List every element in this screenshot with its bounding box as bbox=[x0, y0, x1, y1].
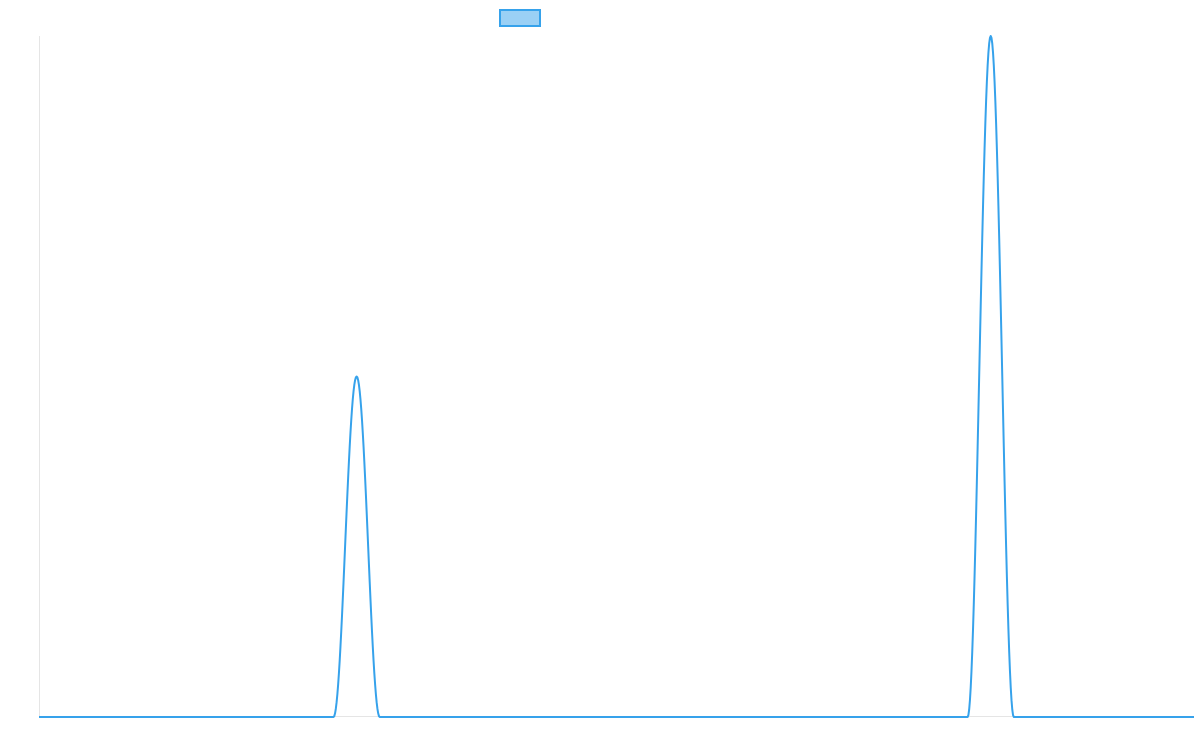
series-line-0[interactable] bbox=[39, 35, 1194, 718]
series-layer bbox=[39, 35, 1194, 718]
legend[interactable] bbox=[499, 9, 541, 27]
legend-swatch[interactable] bbox=[499, 9, 541, 27]
